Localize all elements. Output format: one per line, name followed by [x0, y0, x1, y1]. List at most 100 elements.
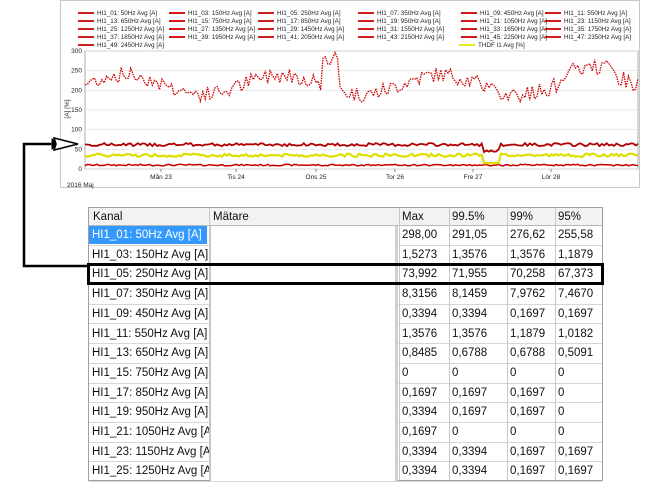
cell-p95: 0,1697 [558, 445, 594, 458]
cell-p995: 0,6788 [452, 347, 488, 360]
harmonics-chart[interactable]: HI1_01: 50Hz Avg [A] HI1_03: 150Hz Avg [A… [61, 1, 641, 189]
legend-label: HI1_17: 850Hz Avg [A] [277, 18, 341, 25]
cell-p95: 0 [558, 406, 565, 419]
cell-p99: 276,62 [510, 229, 546, 241]
cell-p995: 0,3394 [452, 445, 488, 458]
cell-p95: 67,373 [558, 268, 594, 281]
cell-max: 1,3576 [402, 327, 438, 340]
cell-p99: 1,3576 [510, 248, 546, 261]
legend-label: HI1_25: 1250Hz Avg [A] [97, 26, 164, 33]
cell-p95: 0,5091 [558, 347, 594, 360]
legend-label: HI1_13: 650Hz Avg [A] [97, 18, 161, 25]
cell-p995: 0,1697 [452, 406, 488, 419]
cell-max: 0,3394 [402, 406, 438, 419]
legend-label: HI1_35: 1750Hz Avg [A] [564, 26, 631, 33]
legend-label: HI1_01: 50Hz Avg [A] [97, 10, 157, 17]
cell-p99: 7,9762 [510, 288, 546, 301]
cell-p995: 8,1459 [452, 288, 488, 301]
cell-p99: 70,258 [510, 268, 546, 281]
matare-column-area [210, 226, 398, 481]
column-header-max[interactable]: Max [402, 211, 424, 223]
cell-p99: 0,1697 [510, 445, 546, 458]
cell-kanal: HI1_13: 650Hz Avg [A] [92, 347, 209, 360]
cell-max: 0 [402, 366, 409, 379]
cell-p95: 1,1879 [558, 248, 594, 261]
legend-label: HI1_49: 2450Hz Avg [A] [97, 42, 164, 49]
legend-label: HI1_19: 950Hz Avg [A] [377, 18, 441, 25]
x-tick-label: Tor 26 [386, 174, 404, 181]
legend-label: HI1_29: 1450Hz Avg [A] [277, 26, 344, 33]
legend-label: HI1_23: 1150Hz Avg [A] [564, 18, 631, 25]
cell-max: 0,3394 [402, 465, 438, 478]
legend-label: HI1_03: 150Hz Avg [A] [188, 10, 252, 17]
table-row[interactable]: HI1_25: 1250Hz Avg [A] 0,3394 0,3394 0,1697… [89, 462, 602, 483]
column-header-matare[interactable]: Mätare [213, 211, 249, 223]
cell-p995: 0 [452, 426, 459, 438]
cell-max: 8,3156 [402, 288, 438, 301]
cell-p99: 0,1697 [510, 406, 546, 419]
cell-p95: 0 [558, 366, 565, 379]
legend-label: HI1_05: 250Hz Avg [A] [277, 10, 341, 17]
cell-p95: 0,1697 [558, 307, 594, 320]
cell-max: 73,992 [402, 268, 438, 281]
column-divider [507, 208, 508, 480]
column-header-kanal[interactable]: Kanal [93, 211, 123, 223]
cell-p995: 1,3576 [452, 248, 488, 261]
cell-p995: 0,1697 [452, 386, 488, 399]
arrow-head-icon [51, 138, 61, 150]
cell-p95: 0,1697 [558, 465, 594, 478]
column-header-p99[interactable]: 99% [510, 211, 534, 223]
column-header-p95[interactable]: 95% [558, 211, 582, 223]
cell-kanal: HI1_15: 750Hz Avg [A] [92, 366, 209, 379]
table-row[interactable]: HI1_23: 1150Hz Avg [A] 0,3394 0,3394 0,1697… [89, 443, 602, 463]
cell-max: 0,3394 [402, 445, 438, 458]
series-line-250hz [84, 141, 639, 154]
y-tick-label: 100 [71, 127, 82, 134]
column-divider [399, 208, 400, 480]
legend-label: HI1_09: 450Hz Avg [A] [480, 10, 544, 17]
series-line-thdf [84, 152, 639, 165]
x-tick-label: Tis 24 [227, 174, 245, 181]
cell-p995: 1,3576 [452, 327, 488, 340]
cell-kanal: HI1_17: 850Hz Avg [A] [92, 386, 209, 399]
legend-label: HI1_45: 2250Hz Avg [A] [480, 34, 547, 41]
column-header-p995[interactable]: 99.5% [452, 211, 485, 223]
cell-max: 298,00 [402, 229, 438, 241]
legend-label: HI1_15: 750Hz Avg [A] [188, 18, 252, 25]
legend-label: HI1_31: 1550Hz Avg [A] [377, 26, 444, 33]
cell-p95: 0 [558, 426, 565, 438]
cell-p995: 0,3394 [452, 307, 488, 320]
cell-p95: 7,4670 [558, 288, 594, 301]
cell-p95: 1,0182 [558, 327, 594, 340]
table-row[interactable]: HI1_19: 950Hz Avg [A] 0,3394 0,1697 0,1697 0 [89, 403, 602, 423]
cell-kanal: HI1_01: 50Hz Avg [A] [92, 229, 202, 241]
selection-highlight [89, 226, 207, 244]
y-tick-label: 250 [71, 68, 82, 75]
legend-label: HI1_43: 2150Hz Avg [A] [377, 34, 444, 41]
legend-label: HI1_33: 1650Hz Avg [A] [480, 26, 547, 33]
statistics-table[interactable]: Kanal Mätare Max 99.5% 99% 95% HI1_01: 5… [88, 207, 603, 483]
column-divider [449, 208, 450, 480]
cell-kanal: HI1_23: 1150Hz Avg [A] [92, 445, 214, 458]
cell-p99: 0,1697 [510, 307, 546, 320]
cell-p99: 0,6788 [510, 347, 546, 360]
cell-kanal: HI1_09: 450Hz Avg [A] [92, 307, 209, 320]
cell-kanal: HI1_05: 250Hz Avg [A] [92, 268, 209, 281]
column-divider [209, 208, 210, 480]
y-tick-label: 150 [71, 107, 82, 114]
cell-p99: 0,1697 [510, 386, 546, 399]
cell-p95: 0 [558, 386, 565, 399]
cell-max: 0,1697 [402, 426, 438, 438]
table-row[interactable]: HI1_09: 450Hz Avg [A] 0,3394 0,3394 0,1697 0… [89, 305, 602, 325]
legend-label: THDF I1 Avg [%] [478, 42, 525, 49]
legend-label: HI1_37: 1850Hz Avg [A] [97, 34, 164, 41]
y-axis-unit: [A] [%] [64, 99, 71, 118]
cell-kanal: HI1_11: 550Hz Avg [A] [92, 327, 208, 340]
cell-p99: 0 [510, 366, 517, 379]
x-tick-label: Ons 25 [306, 174, 327, 181]
cell-max: 0,1697 [402, 386, 438, 399]
cell-p995: 0,3394 [452, 465, 488, 478]
cell-p995: 71,955 [452, 268, 488, 281]
x-tick-label: Mån 23 [150, 173, 172, 181]
column-divider [555, 208, 556, 480]
